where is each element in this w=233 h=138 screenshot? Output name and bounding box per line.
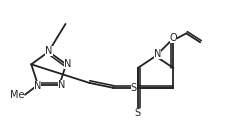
Text: N: N	[64, 59, 72, 69]
Text: N: N	[45, 46, 53, 56]
Text: N: N	[58, 80, 65, 90]
Text: S: S	[131, 83, 137, 93]
Text: S: S	[135, 108, 141, 118]
Text: N: N	[34, 81, 41, 91]
Text: N: N	[154, 49, 161, 59]
Text: O: O	[170, 33, 177, 43]
Text: Me: Me	[10, 90, 24, 100]
